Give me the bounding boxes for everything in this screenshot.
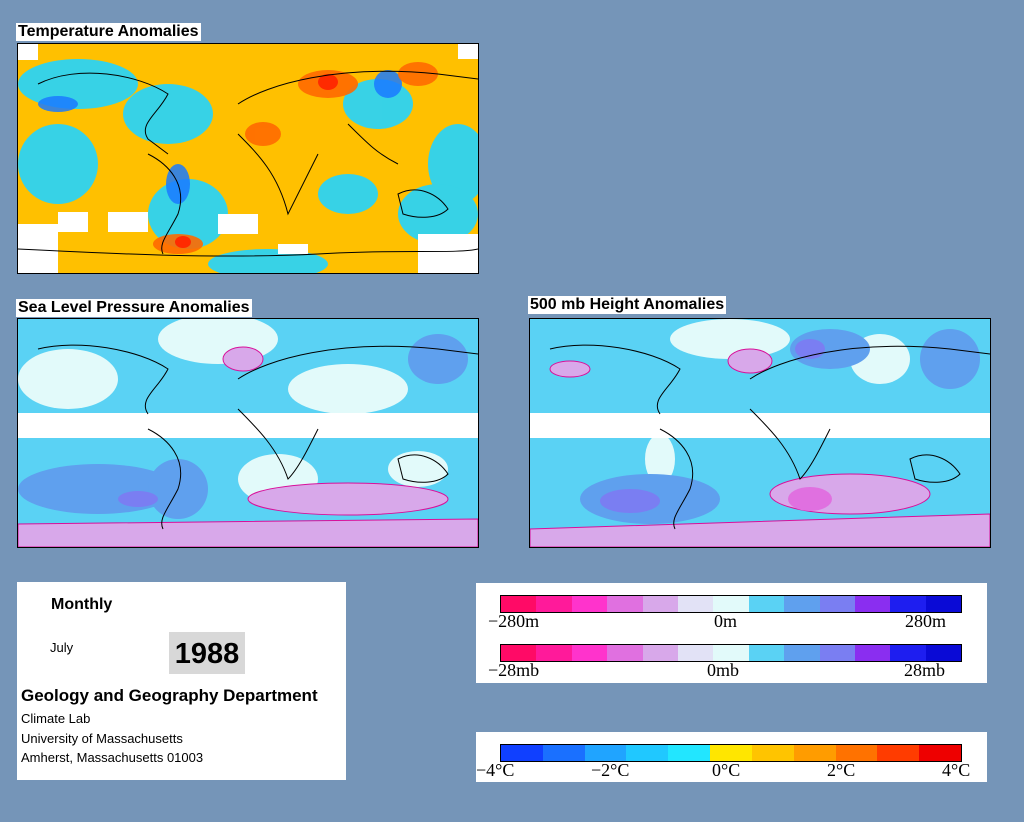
temperature-legend-panel: −4°C −2°C 0°C 2°C 4°C — [476, 732, 987, 782]
temp-label-1: −2°C — [591, 760, 630, 780]
height-colorbar-swatch — [925, 596, 962, 612]
temperature-colorbar-swatch — [626, 745, 669, 761]
height-colorbar-swatch — [607, 596, 643, 612]
year-display: 1988 — [169, 632, 245, 674]
temperature-anomalies-map — [17, 43, 479, 274]
height-colorbar-swatch — [713, 596, 749, 612]
pressure-colorbar-swatch — [536, 645, 572, 661]
pressure-colorbar-swatch — [784, 645, 820, 661]
temperature-colorbar — [500, 744, 962, 762]
temperature-colorbar-swatch — [710, 745, 752, 761]
pressure-colorbar-swatch — [607, 645, 643, 661]
pressure-colorbar-swatch — [571, 645, 608, 661]
temperature-colorbar-swatch — [877, 745, 920, 761]
pressure-colorbar-swatch — [890, 645, 926, 661]
info-line-university: University of Massachusetts — [21, 731, 183, 746]
500mb-height-anomalies-map — [529, 318, 991, 548]
temperature-anomalies-title: Temperature Anomalies — [16, 23, 201, 41]
info-line-lab: Climate Lab — [21, 711, 91, 726]
height-colorbar-swatch — [677, 596, 714, 612]
height-colorbar-swatch — [854, 596, 891, 612]
500mb-height-anomalies-title: 500 mb Height Anomalies — [528, 296, 727, 314]
height-label-max: 280m — [905, 611, 947, 631]
height-colorbar-swatch — [784, 596, 820, 612]
temperature-colorbar-swatch — [793, 745, 836, 761]
pressure-colorbar-swatch — [748, 645, 785, 661]
info-panel: Monthly July 1988 Geology and Geography … — [17, 582, 346, 780]
pressure-colorbar-swatch — [925, 645, 962, 661]
pressure-colorbar-swatch — [819, 645, 855, 661]
temperature-colorbar-swatch — [542, 745, 585, 761]
height-colorbar-swatch — [642, 596, 678, 612]
temperature-colorbar-swatch — [751, 745, 794, 761]
height-colorbar-swatch — [748, 596, 785, 612]
pressure-colorbar-swatch — [677, 645, 714, 661]
temp-label-0: −4°C — [476, 760, 515, 780]
height-colorbar-swatch — [819, 596, 855, 612]
pressure-colorbar — [500, 644, 962, 662]
info-line-address: Amherst, Massachusetts 01003 — [21, 750, 204, 765]
pressure-label-max: 28mb — [904, 660, 946, 680]
temp-label-4: 4°C — [942, 760, 971, 780]
pressure-colorbar-swatch — [713, 645, 749, 661]
pressure-label-min: −28mb — [488, 660, 540, 680]
pressure-colorbar-swatch — [501, 645, 537, 661]
height-colorbar-swatch — [571, 596, 608, 612]
pressure-colorbar-swatch — [642, 645, 678, 661]
height-label-zero: 0m — [714, 611, 738, 631]
sea-level-pressure-anomalies-title: Sea Level Pressure Anomalies — [16, 299, 252, 317]
temp-label-2: 0°C — [712, 760, 741, 780]
height-colorbar-swatch — [501, 596, 537, 612]
height-colorbar — [500, 595, 962, 613]
temperature-colorbar-swatch — [501, 745, 543, 761]
month-label: July — [50, 640, 74, 655]
height-colorbar-swatch — [536, 596, 572, 612]
temperature-colorbar-swatch — [835, 745, 878, 761]
pressure-colorbar-swatch — [854, 645, 891, 661]
pressure-label-zero: 0mb — [707, 660, 740, 680]
period-label: Monthly — [51, 596, 113, 613]
height-pressure-legend-panel: −280m 0m 280m −28mb 0mb 28mb — [476, 583, 987, 683]
height-label-min: −280m — [488, 611, 540, 631]
temperature-colorbar-swatch — [584, 745, 627, 761]
height-colorbar-swatch — [890, 596, 926, 612]
temperature-colorbar-swatch — [668, 745, 711, 761]
temperature-colorbar-swatch — [919, 745, 961, 761]
sea-level-pressure-anomalies-map — [17, 318, 479, 548]
department-name: Geology and Geography Department — [21, 686, 318, 705]
temp-label-3: 2°C — [827, 760, 856, 780]
